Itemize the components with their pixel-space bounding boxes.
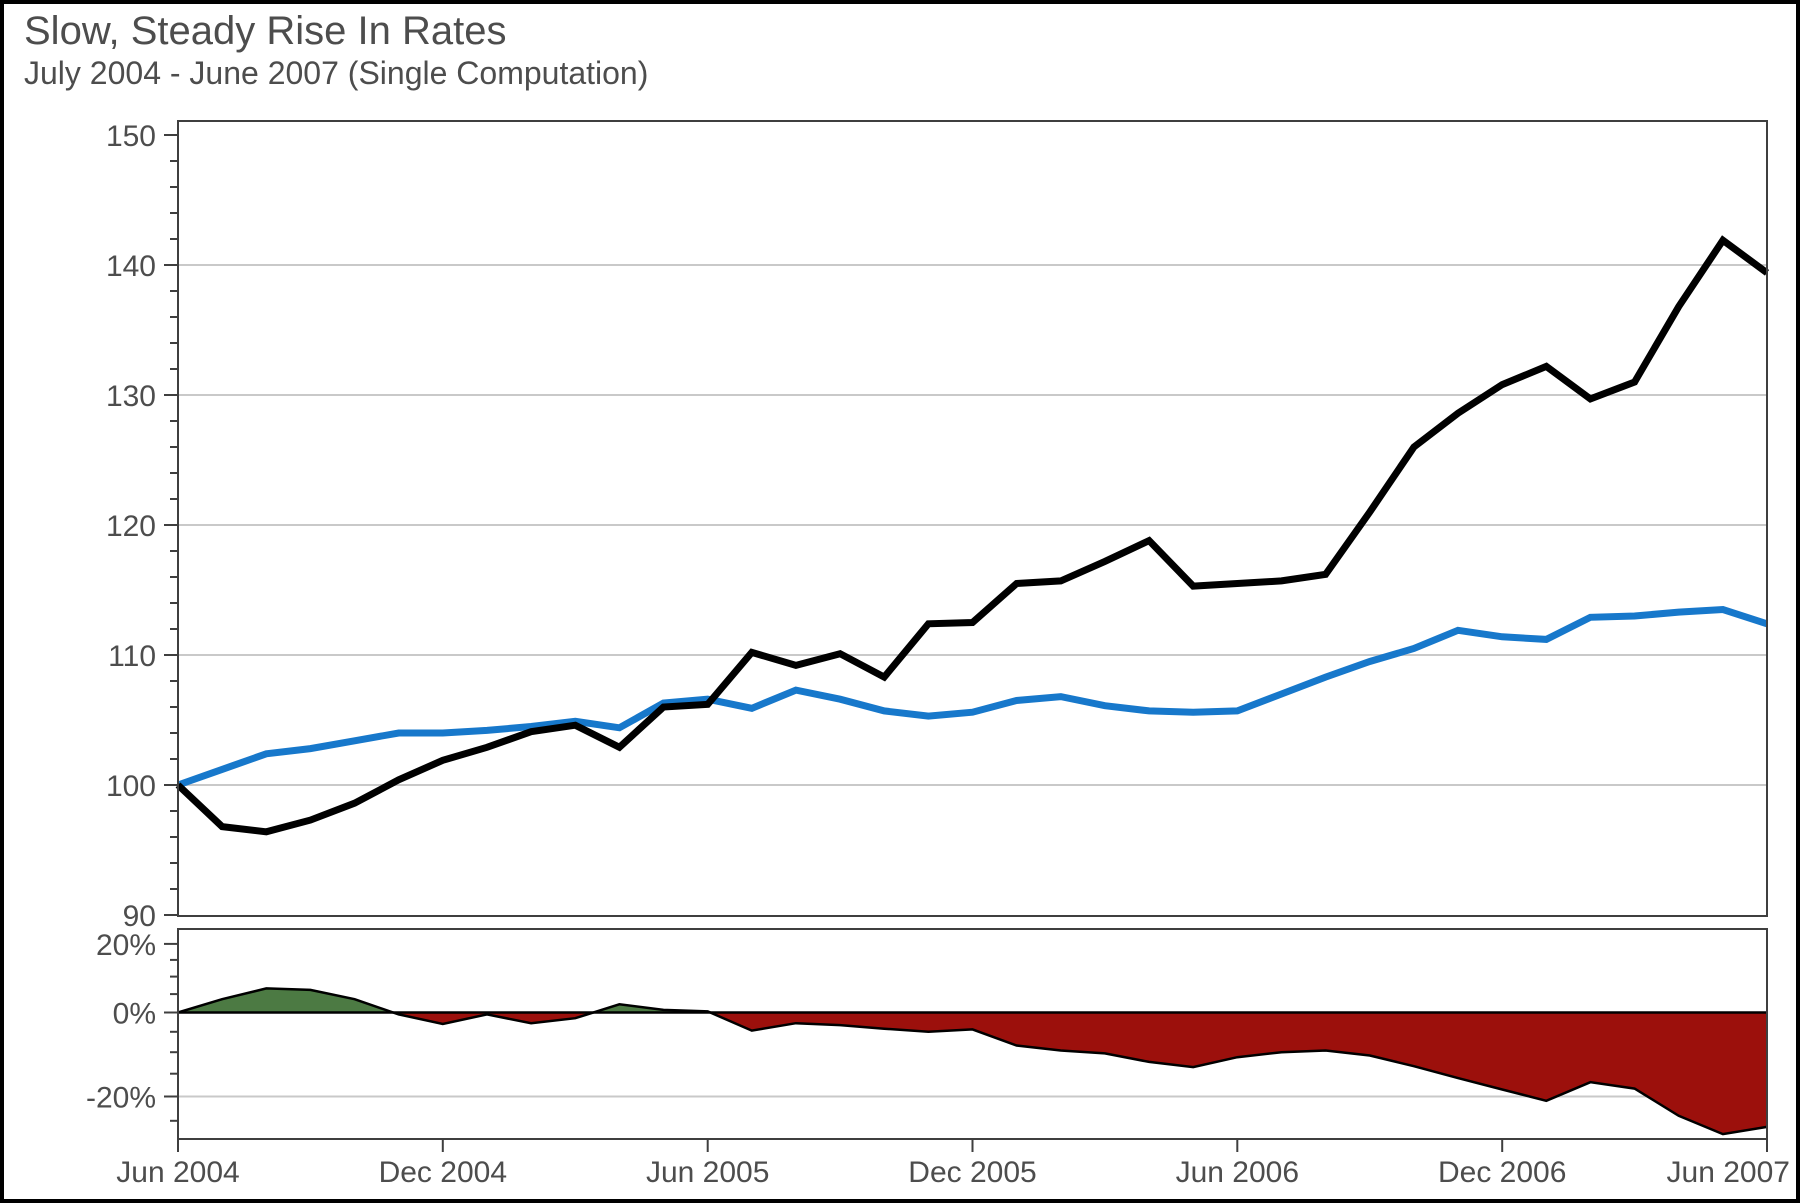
svg-text:0%: 0% [113,998,156,1031]
svg-text:Dec 2006: Dec 2006 [1438,1156,1566,1189]
svg-text:Jun 2006: Jun 2006 [1176,1156,1299,1189]
gridlines [178,264,1767,1098]
svg-text:-20%: -20% [86,1082,156,1115]
svg-text:90: 90 [123,900,156,933]
svg-text:150: 150 [106,120,156,153]
series-blue-line [176,605,1769,789]
svg-text:20%: 20% [96,929,156,962]
svg-text:Jun 2007: Jun 2007 [1667,1156,1790,1189]
svg-text:120: 120 [106,510,156,543]
relative-y-axis-labels: 20% 0% -20% [86,929,156,1115]
svg-text:130: 130 [106,380,156,413]
svg-text:100: 100 [106,770,156,803]
main-y-axis-labels: 150 140 130 120 110 100 90 [106,120,156,933]
series-black-line [175,235,1770,836]
x-axis-ticks [177,1139,1768,1152]
relative-area-outline [177,987,1768,1136]
svg-text:Jun 2004: Jun 2004 [116,1156,239,1189]
relative-area-positive [178,988,1767,1013]
chart-title: Slow, Steady Rise In Rates [24,9,507,53]
main-y-axis-ticks [164,134,178,916]
chart-subtitle: July 2004 - June 2007 (Single Computatio… [24,55,649,91]
svg-text:140: 140 [106,250,156,283]
svg-text:Jun 2005: Jun 2005 [646,1156,769,1189]
x-axis-labels: Jun 2004 Dec 2004 Jun 2005 Dec 2005 Jun 2006… [116,1156,1790,1189]
relative-performance-area [177,987,1768,1136]
svg-text:Dec 2005: Dec 2005 [908,1156,1036,1189]
relative-y-axis-ticks [164,942,178,1122]
svg-text:Dec 2004: Dec 2004 [379,1156,507,1189]
panel-borders [177,120,1768,1140]
relative-area-negative [178,1012,1767,1135]
svg-text:110: 110 [108,640,156,673]
